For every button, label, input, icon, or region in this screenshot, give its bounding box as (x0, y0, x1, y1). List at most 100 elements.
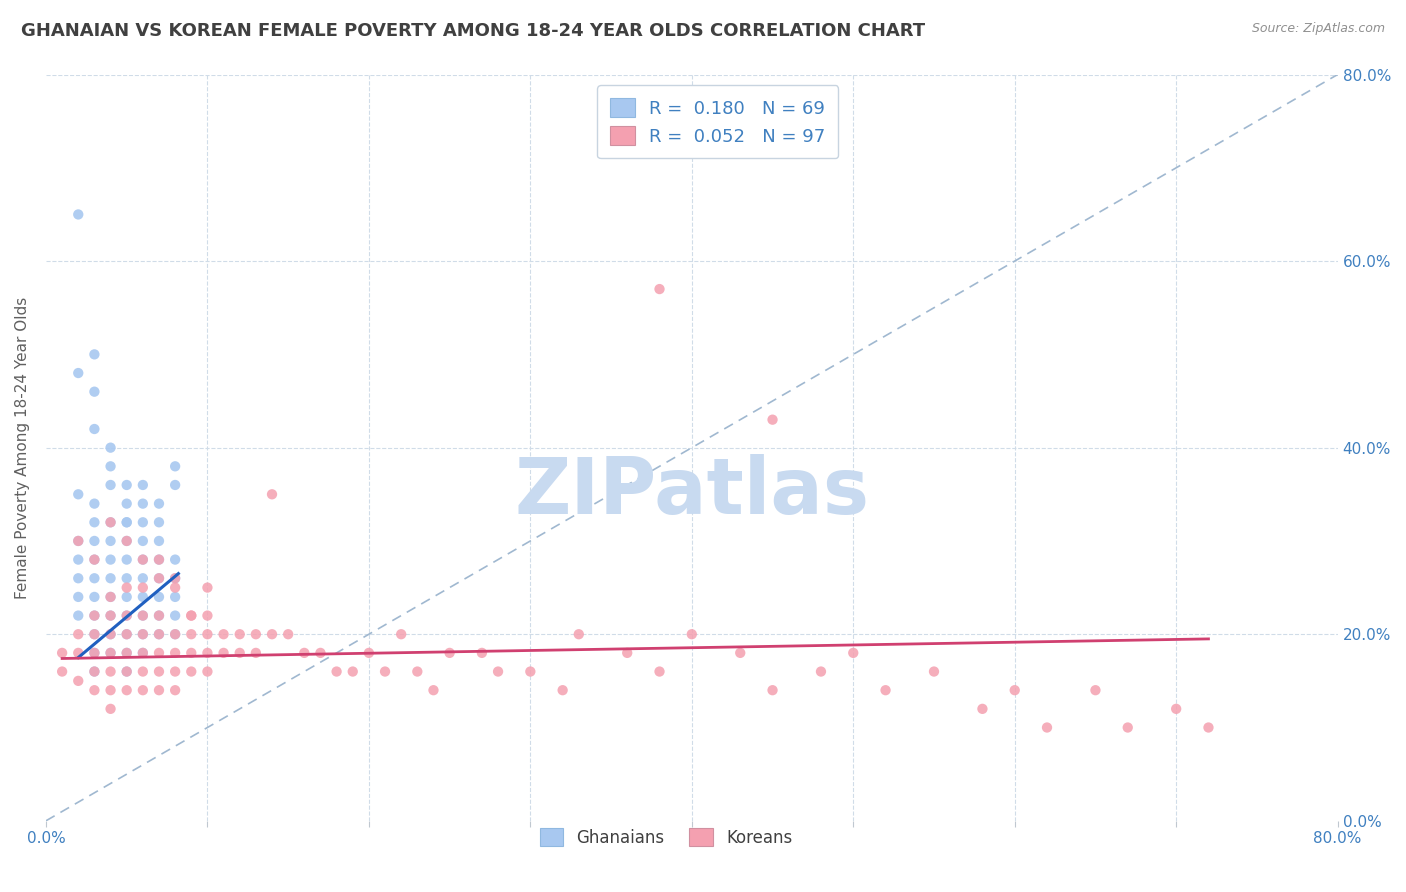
Point (115, 646, 138, 660)
Point (83, 627, 105, 641)
Point (810, 665, 832, 679)
Point (292, 646, 315, 660)
Point (148, 683, 170, 698)
Point (83, 683, 105, 698)
Point (165, 459, 187, 474)
Point (148, 552, 170, 566)
Point (374, 665, 396, 679)
Point (132, 608, 155, 623)
Point (132, 497, 155, 511)
Point (1198, 721, 1220, 735)
Point (212, 627, 235, 641)
Point (972, 702, 994, 716)
Point (115, 683, 138, 698)
Point (165, 627, 187, 641)
Point (100, 516, 122, 530)
Point (197, 581, 219, 595)
Point (83, 552, 105, 566)
Point (115, 533, 138, 548)
Point (115, 478, 138, 492)
Point (180, 608, 202, 623)
Point (83, 665, 105, 679)
Point (67, 552, 90, 566)
Point (67, 533, 90, 548)
Point (148, 552, 170, 566)
Point (197, 608, 219, 623)
Point (165, 590, 187, 604)
Point (115, 665, 138, 679)
Point (519, 665, 541, 679)
Point (83, 608, 105, 623)
Point (342, 665, 364, 679)
Point (228, 646, 250, 660)
Point (165, 646, 187, 660)
Point (132, 581, 155, 595)
Point (148, 571, 170, 585)
Point (100, 665, 122, 679)
Point (148, 608, 170, 623)
Point (100, 478, 122, 492)
Point (67, 646, 90, 660)
Point (132, 552, 155, 566)
Point (132, 571, 155, 585)
Point (761, 683, 783, 698)
Point (761, 412, 783, 426)
Point (842, 646, 865, 660)
Point (1116, 721, 1139, 735)
Point (165, 627, 187, 641)
Point (100, 702, 122, 716)
Point (165, 683, 187, 698)
Point (471, 646, 494, 660)
Point (148, 665, 170, 679)
Point (357, 646, 380, 660)
Point (309, 646, 332, 660)
Point (100, 571, 122, 585)
Point (100, 590, 122, 604)
Point (115, 497, 138, 511)
Point (148, 627, 170, 641)
Point (115, 646, 138, 660)
Point (260, 487, 283, 501)
Point (100, 441, 122, 455)
Point (1166, 702, 1188, 716)
Point (132, 646, 155, 660)
Point (100, 646, 122, 660)
Point (197, 646, 219, 660)
Point (100, 608, 122, 623)
Point (212, 646, 235, 660)
Point (67, 533, 90, 548)
Point (422, 683, 444, 698)
Point (83, 422, 105, 436)
Point (132, 533, 155, 548)
Point (83, 646, 105, 660)
Point (648, 665, 671, 679)
Point (180, 646, 202, 660)
Point (439, 646, 461, 660)
Point (1004, 683, 1026, 698)
Point (115, 627, 138, 641)
Point (245, 646, 267, 660)
Point (115, 590, 138, 604)
Point (132, 665, 155, 679)
Point (100, 552, 122, 566)
Point (115, 533, 138, 548)
Point (100, 646, 122, 660)
Point (132, 590, 155, 604)
Point (148, 516, 170, 530)
Point (245, 627, 267, 641)
Point (83, 516, 105, 530)
Point (100, 516, 122, 530)
Point (728, 646, 751, 660)
Point (1084, 683, 1107, 698)
Point (148, 627, 170, 641)
Point (115, 516, 138, 530)
Point (67, 590, 90, 604)
Point (83, 533, 105, 548)
Point (115, 665, 138, 679)
Point (197, 627, 219, 641)
Point (115, 627, 138, 641)
Point (277, 627, 299, 641)
Point (228, 627, 250, 641)
Point (83, 552, 105, 566)
Point (67, 673, 90, 688)
